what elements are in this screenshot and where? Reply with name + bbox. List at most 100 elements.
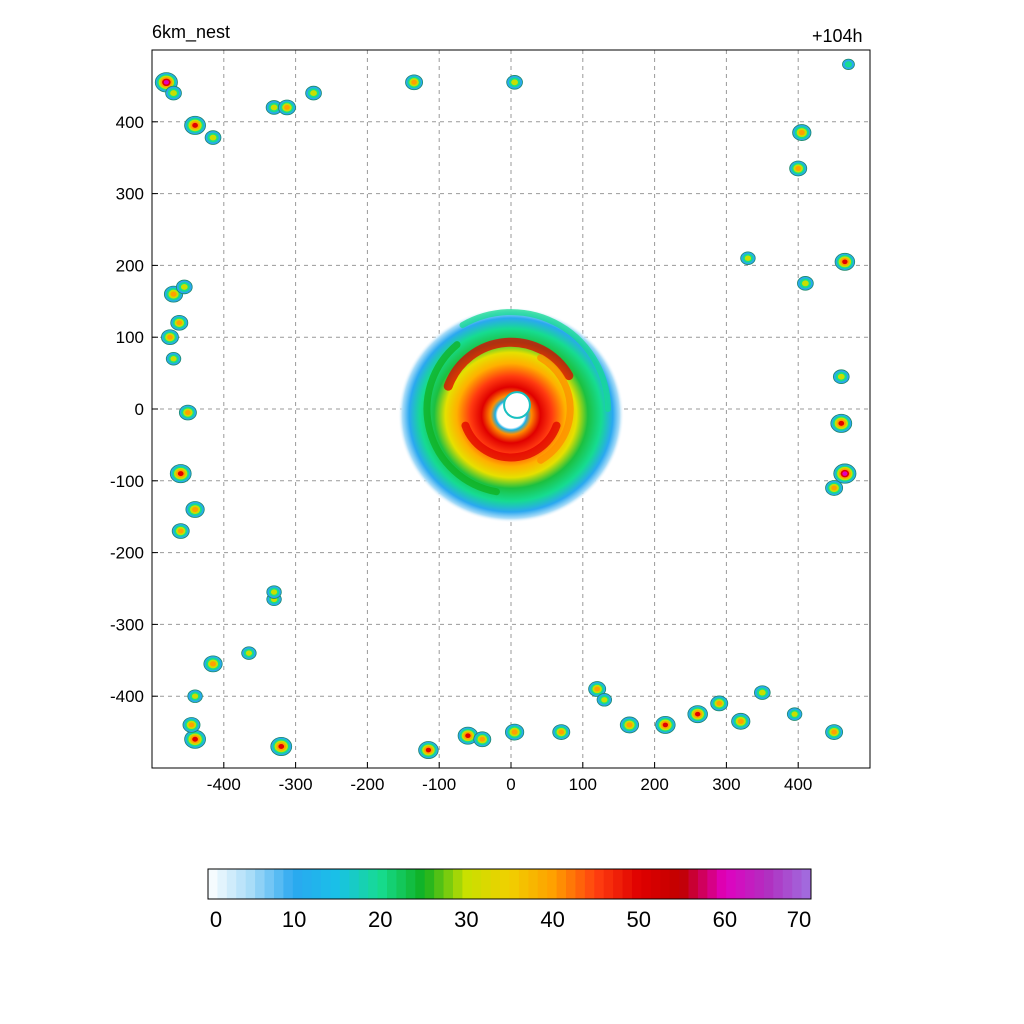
colorbar-tick-label: 40	[540, 907, 564, 932]
colorbar-swatch	[387, 869, 397, 899]
convective-cell	[163, 285, 184, 303]
y-tick-label: 400	[116, 113, 144, 132]
convective-cell	[825, 724, 844, 740]
colorbar-swatch	[255, 869, 266, 899]
forecast-hour-label: +104h	[812, 26, 863, 46]
colorbar-swatch	[273, 869, 284, 899]
colorbar-tick-label: 60	[713, 907, 737, 932]
colorbar-swatch	[726, 869, 737, 899]
colorbar-tick-label: 30	[454, 907, 478, 932]
convective-cell	[830, 413, 853, 433]
colorbar-swatch	[566, 869, 576, 899]
y-tick-label: -300	[110, 615, 144, 634]
x-tick-label: -200	[350, 775, 384, 794]
plot-title: 6km_nest	[152, 22, 231, 42]
x-tick-label: -300	[279, 775, 313, 794]
colorbar-swatch	[358, 869, 369, 899]
convective-cell	[160, 329, 179, 346]
convective-cell	[184, 729, 206, 749]
colorbar-swatch	[745, 869, 755, 899]
convective-cell	[731, 712, 751, 730]
colorbar-swatch	[471, 869, 482, 899]
colorbar-swatch	[763, 869, 774, 899]
convective-cell	[619, 716, 640, 734]
convective-cell	[792, 124, 812, 141]
convective-cell	[171, 523, 190, 539]
y-tick-label: 100	[116, 328, 144, 347]
rain-band	[459, 309, 611, 412]
convective-cells	[154, 58, 857, 760]
colorbar-swatch	[339, 869, 350, 899]
colorbar-swatch	[556, 869, 567, 899]
colorbar-swatch	[613, 869, 624, 899]
colorbar-swatch	[754, 869, 765, 899]
colorbar-tick-label: 50	[626, 907, 650, 932]
rain-band	[423, 341, 500, 496]
colorbar-swatch	[377, 869, 388, 899]
y-tick-label: 0	[135, 400, 144, 419]
colorbar-swatch	[283, 869, 294, 899]
colorbar-swatch	[415, 869, 426, 899]
colorbar-swatch	[603, 869, 614, 899]
convective-cell	[504, 723, 525, 741]
colorbar-tick-label: 70	[787, 907, 811, 932]
y-tick-label: -100	[110, 472, 144, 491]
convective-cell	[506, 75, 523, 90]
colorbar-swatch	[264, 869, 275, 899]
convective-cell	[457, 726, 479, 745]
colorbar-swatch	[594, 869, 605, 899]
convective-cell	[596, 693, 613, 707]
colorbar-swatch	[641, 869, 652, 899]
colorbar-swatch	[716, 869, 727, 899]
convective-cell	[178, 404, 197, 421]
colorbar-swatch	[622, 869, 633, 899]
convective-cell	[265, 100, 283, 115]
convective-cell	[154, 72, 178, 93]
convective-cell	[278, 99, 296, 116]
convective-cell	[185, 501, 205, 518]
colorbar-swatch	[311, 869, 322, 899]
colorbar-swatch	[236, 869, 247, 899]
rain-band	[443, 337, 574, 391]
x-tick-label: 300	[712, 775, 740, 794]
convective-cell	[305, 85, 322, 101]
colorbar-swatch	[452, 869, 463, 899]
convective-cell	[165, 352, 182, 366]
colorbar-swatch	[396, 869, 407, 899]
convective-cell	[204, 130, 222, 145]
colorbar-swatch	[528, 869, 539, 899]
colorbar-swatch	[302, 869, 313, 899]
colorbar-swatch	[443, 869, 454, 899]
convective-cell	[832, 369, 850, 384]
convective-cell	[266, 585, 282, 599]
colorbar-swatch	[584, 869, 595, 899]
x-axis: -400 -300 -200 -100 0 100 200 300 400	[207, 762, 812, 794]
colorbar-tick-label: 20	[368, 907, 392, 932]
colorbar-swatch	[735, 869, 746, 899]
colorbar-swatch	[321, 869, 331, 899]
convective-cell	[842, 58, 855, 70]
colorbar-swatch	[509, 869, 520, 899]
convective-cell	[270, 736, 293, 756]
y-tick-label: 200	[116, 256, 144, 275]
storm-layer	[397, 307, 625, 523]
convective-cell	[710, 695, 729, 712]
convective-cell	[797, 276, 814, 291]
x-tick-label: 200	[640, 775, 668, 794]
colorbar-tick-label: 10	[282, 907, 306, 932]
convective-cell	[184, 115, 206, 135]
colorbar-swatch	[679, 869, 690, 899]
x-tick-label: 400	[784, 775, 812, 794]
convective-cell	[405, 74, 424, 91]
convective-cell	[740, 251, 756, 265]
colorbar-swatch	[537, 869, 548, 899]
convective-cell	[187, 689, 203, 703]
colorbar-swatch	[292, 869, 303, 899]
rain-band	[461, 421, 561, 462]
y-tick-label: 300	[116, 185, 144, 204]
colorbar-swatch	[660, 869, 671, 899]
convective-cell	[789, 160, 808, 177]
colorbar-swatch	[226, 869, 237, 899]
x-tick-label: -400	[207, 775, 241, 794]
colorbar-frame	[207, 868, 812, 900]
